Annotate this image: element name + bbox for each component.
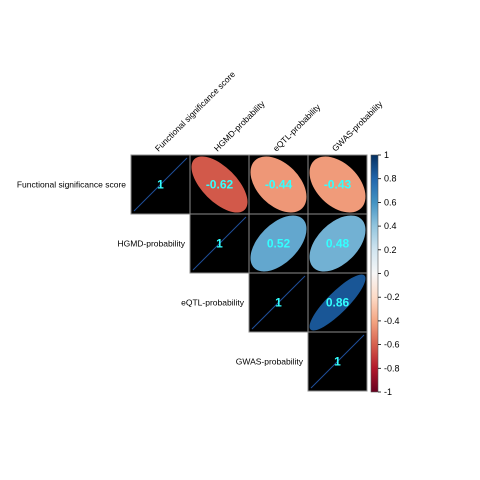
row-label-eqtl-probability: eQTL-probability xyxy=(181,298,245,308)
diagonal-line xyxy=(192,216,247,271)
correlation-value: 1 xyxy=(157,178,164,192)
colorbar-tick-label: 1 xyxy=(384,150,389,160)
cell-r0-c3: -0.43 xyxy=(307,154,368,215)
diagonal-line xyxy=(251,275,306,330)
cell-r2-c2: 1 xyxy=(248,272,309,333)
cell-r0-c0: 1 xyxy=(130,154,191,215)
column-label-eqtl-probability: eQTL-probability xyxy=(271,101,323,153)
diagonal-line xyxy=(133,157,188,212)
correlation-value: 1 xyxy=(275,296,282,310)
colorbar-gradient xyxy=(370,154,379,393)
correlation-value: -0.62 xyxy=(206,178,234,192)
column-label-gwas-probability: GWAS-probability xyxy=(330,98,385,153)
cell-r1-c1: 1 xyxy=(189,213,250,274)
correlation-ellipse xyxy=(250,156,307,213)
column-label-hgmd-probability: HGMD-probability xyxy=(212,98,267,153)
correlation-ellipse xyxy=(309,274,366,331)
colorbar-tick-label: 0 xyxy=(384,269,389,279)
correlation-value: -0.44 xyxy=(265,178,293,192)
row-label-functional-significance-score: Functional significance score xyxy=(17,180,126,190)
colorbar-tick-label: 0.4 xyxy=(384,221,397,231)
diagonal-line xyxy=(310,334,365,389)
correlation-value: 1 xyxy=(334,355,341,369)
cell-r0-c1: -0.62 xyxy=(189,154,250,215)
correlation-value: 0.48 xyxy=(326,237,350,251)
colorbar-tick-label: -0.4 xyxy=(384,316,400,326)
colorbar-tick-label: 0.2 xyxy=(384,245,397,255)
colorbar-tick-label: 0.8 xyxy=(384,174,397,184)
cell-r3-c3: 1 xyxy=(307,331,368,392)
cell-r1-c3: 0.48 xyxy=(307,213,368,274)
colorbar-tick-label: -1 xyxy=(384,387,392,397)
colorbar-tick-label: 0.6 xyxy=(384,197,397,207)
correlation-value: 0.52 xyxy=(267,237,291,251)
correlation-value: -0.43 xyxy=(324,178,352,192)
colorbar-tick-label: -0.6 xyxy=(384,340,400,350)
cell-r1-c2: 0.52 xyxy=(248,213,309,274)
correlation-value: 0.86 xyxy=(326,296,350,310)
correlation-ellipse xyxy=(309,215,366,272)
colorbar-tick-label: -0.2 xyxy=(384,292,400,302)
cells-layer: 1 -0.62 -0.44 -0.43 1 0.52 0.48 1 0.86 1 xyxy=(130,154,368,392)
cell-r0-c2: -0.44 xyxy=(248,154,309,215)
colorbar-tick-label: -0.8 xyxy=(384,363,400,373)
correlation-ellipse xyxy=(191,156,248,213)
row-label-gwas-probability: GWAS-probability xyxy=(236,357,304,367)
row-label-hgmd-probability: HGMD-probability xyxy=(117,239,185,249)
correlation-ellipse xyxy=(309,156,366,213)
correlation-ellipse xyxy=(250,215,307,272)
cell-r2-c3: 0.86 xyxy=(307,272,368,333)
correlation-value: 1 xyxy=(216,237,223,251)
colorbar: 1 0.8 0.6 0.4 0.2 0 -0.2 -0.4 -0.6 -0.8 -1 xyxy=(370,150,400,397)
